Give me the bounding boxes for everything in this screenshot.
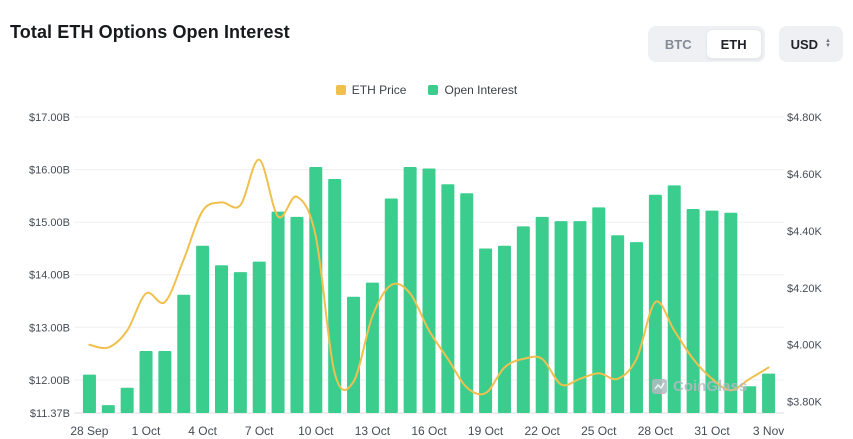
legend-item-eth-price[interactable]: ETH Price [335, 83, 407, 97]
x-axis-label: 10 Oct [298, 424, 334, 438]
open-interest-bar[interactable] [328, 179, 342, 413]
open-interest-bar[interactable] [743, 386, 757, 413]
y-axis-label-right: $4.20K [787, 283, 823, 295]
open-interest-bar[interactable] [384, 198, 398, 413]
y-axis-label-left: $13.00B [29, 322, 70, 334]
y-axis-label-right: $4.00K [787, 340, 823, 352]
open-interest-bar[interactable] [158, 350, 172, 413]
legend-swatch-open-interest [428, 85, 439, 95]
open-interest-bar[interactable] [309, 166, 323, 413]
y-axis-label-left: $14.00B [29, 270, 70, 282]
open-interest-bar[interactable] [516, 226, 530, 413]
open-interest-bar[interactable] [214, 265, 228, 413]
x-axis-label: 22 Oct [525, 424, 561, 438]
chart-legend: ETH Price Open Interest [0, 83, 853, 97]
x-axis-label: 7 Oct [245, 424, 274, 438]
currency-selector[interactable]: USD ▲ ▼ [778, 26, 843, 62]
eth-price-line[interactable] [88, 158, 770, 396]
legend-label: ETH Price [351, 83, 407, 97]
y-axis-label-left: $15.00B [29, 217, 70, 229]
open-interest-bar[interactable] [347, 296, 361, 413]
asset-toggle: BTC ETH [647, 26, 765, 62]
y-axis-label-left: $16.00B [29, 165, 70, 177]
open-interest-bar[interactable] [762, 373, 776, 413]
open-interest-bar[interactable] [252, 261, 266, 413]
open-interest-bar[interactable] [101, 405, 115, 413]
open-interest-bar[interactable] [497, 245, 511, 413]
x-axis-label: 19 Oct [468, 424, 504, 438]
x-axis-label: 13 Oct [355, 424, 391, 438]
y-axis-label-left: $12.00B [29, 375, 70, 387]
y-axis-label-right: $3.80K [787, 397, 823, 409]
y-axis-label-right: $4.80K [787, 112, 823, 124]
x-axis-label: 3 Nov [753, 424, 784, 438]
open-interest-bar[interactable] [196, 245, 210, 413]
open-interest-bar[interactable] [611, 235, 625, 413]
x-axis-label: 4 Oct [188, 424, 217, 438]
open-interest-bar[interactable] [573, 221, 587, 413]
open-interest-bar[interactable] [630, 242, 644, 413]
legend-label: Open Interest [444, 83, 518, 97]
sort-arrows-icon: ▲ ▼ [825, 38, 831, 49]
x-axis-label: 31 Oct [694, 424, 730, 438]
open-interest-bar[interactable] [271, 211, 285, 413]
open-interest-bar[interactable] [592, 207, 606, 413]
page-title: Total ETH Options Open Interest [10, 22, 290, 42]
open-interest-bar[interactable] [365, 282, 379, 413]
x-axis-label: 28 Oct [638, 424, 674, 438]
eth-tab[interactable]: ETH [705, 29, 762, 59]
y-axis-label-left: $11.37B [30, 408, 70, 420]
legend-item-open-interest[interactable]: Open Interest [428, 83, 517, 97]
y-axis-label-right: $4.40K [787, 226, 823, 238]
x-axis-label: 1 Oct [132, 424, 161, 438]
open-interest-bar[interactable] [290, 216, 304, 413]
y-axis-label-left: $17.00B [29, 112, 70, 124]
open-interest-bar[interactable] [535, 216, 549, 413]
x-axis-label: 25 Oct [581, 424, 617, 438]
open-interest-bar[interactable] [648, 194, 662, 413]
options-open-interest-chart[interactable]: $17.00B $16.00B $15.00B $14.00B $13.00B $12.0… [0, 100, 853, 439]
open-interest-bar[interactable] [120, 387, 134, 413]
open-interest-bar[interactable] [686, 209, 700, 413]
header-controls: BTC ETH USD ▲ ▼ [647, 26, 843, 62]
open-interest-bar[interactable] [177, 294, 191, 413]
open-interest-bar[interactable] [460, 193, 474, 413]
open-interest-bar[interactable] [403, 166, 417, 413]
x-axis-label: 28 Sep [70, 424, 108, 438]
y-axis-label-right: $4.60K [787, 169, 823, 181]
open-interest-bar[interactable] [422, 168, 436, 413]
open-interest-bar[interactable] [705, 210, 719, 413]
currency-label: USD [790, 36, 819, 52]
open-interest-bar[interactable] [479, 248, 493, 413]
open-interest-bar[interactable] [724, 212, 738, 413]
open-interest-bar[interactable] [82, 374, 96, 413]
x-axis-label: 16 Oct [411, 424, 447, 438]
legend-swatch-eth-price [335, 85, 346, 95]
open-interest-bar[interactable] [233, 272, 247, 413]
open-interest-bar[interactable] [441, 184, 455, 413]
open-interest-bar[interactable] [139, 350, 153, 413]
btc-tab[interactable]: BTC [651, 29, 706, 59]
open-interest-bar[interactable] [667, 185, 681, 413]
open-interest-bar[interactable] [554, 221, 568, 413]
